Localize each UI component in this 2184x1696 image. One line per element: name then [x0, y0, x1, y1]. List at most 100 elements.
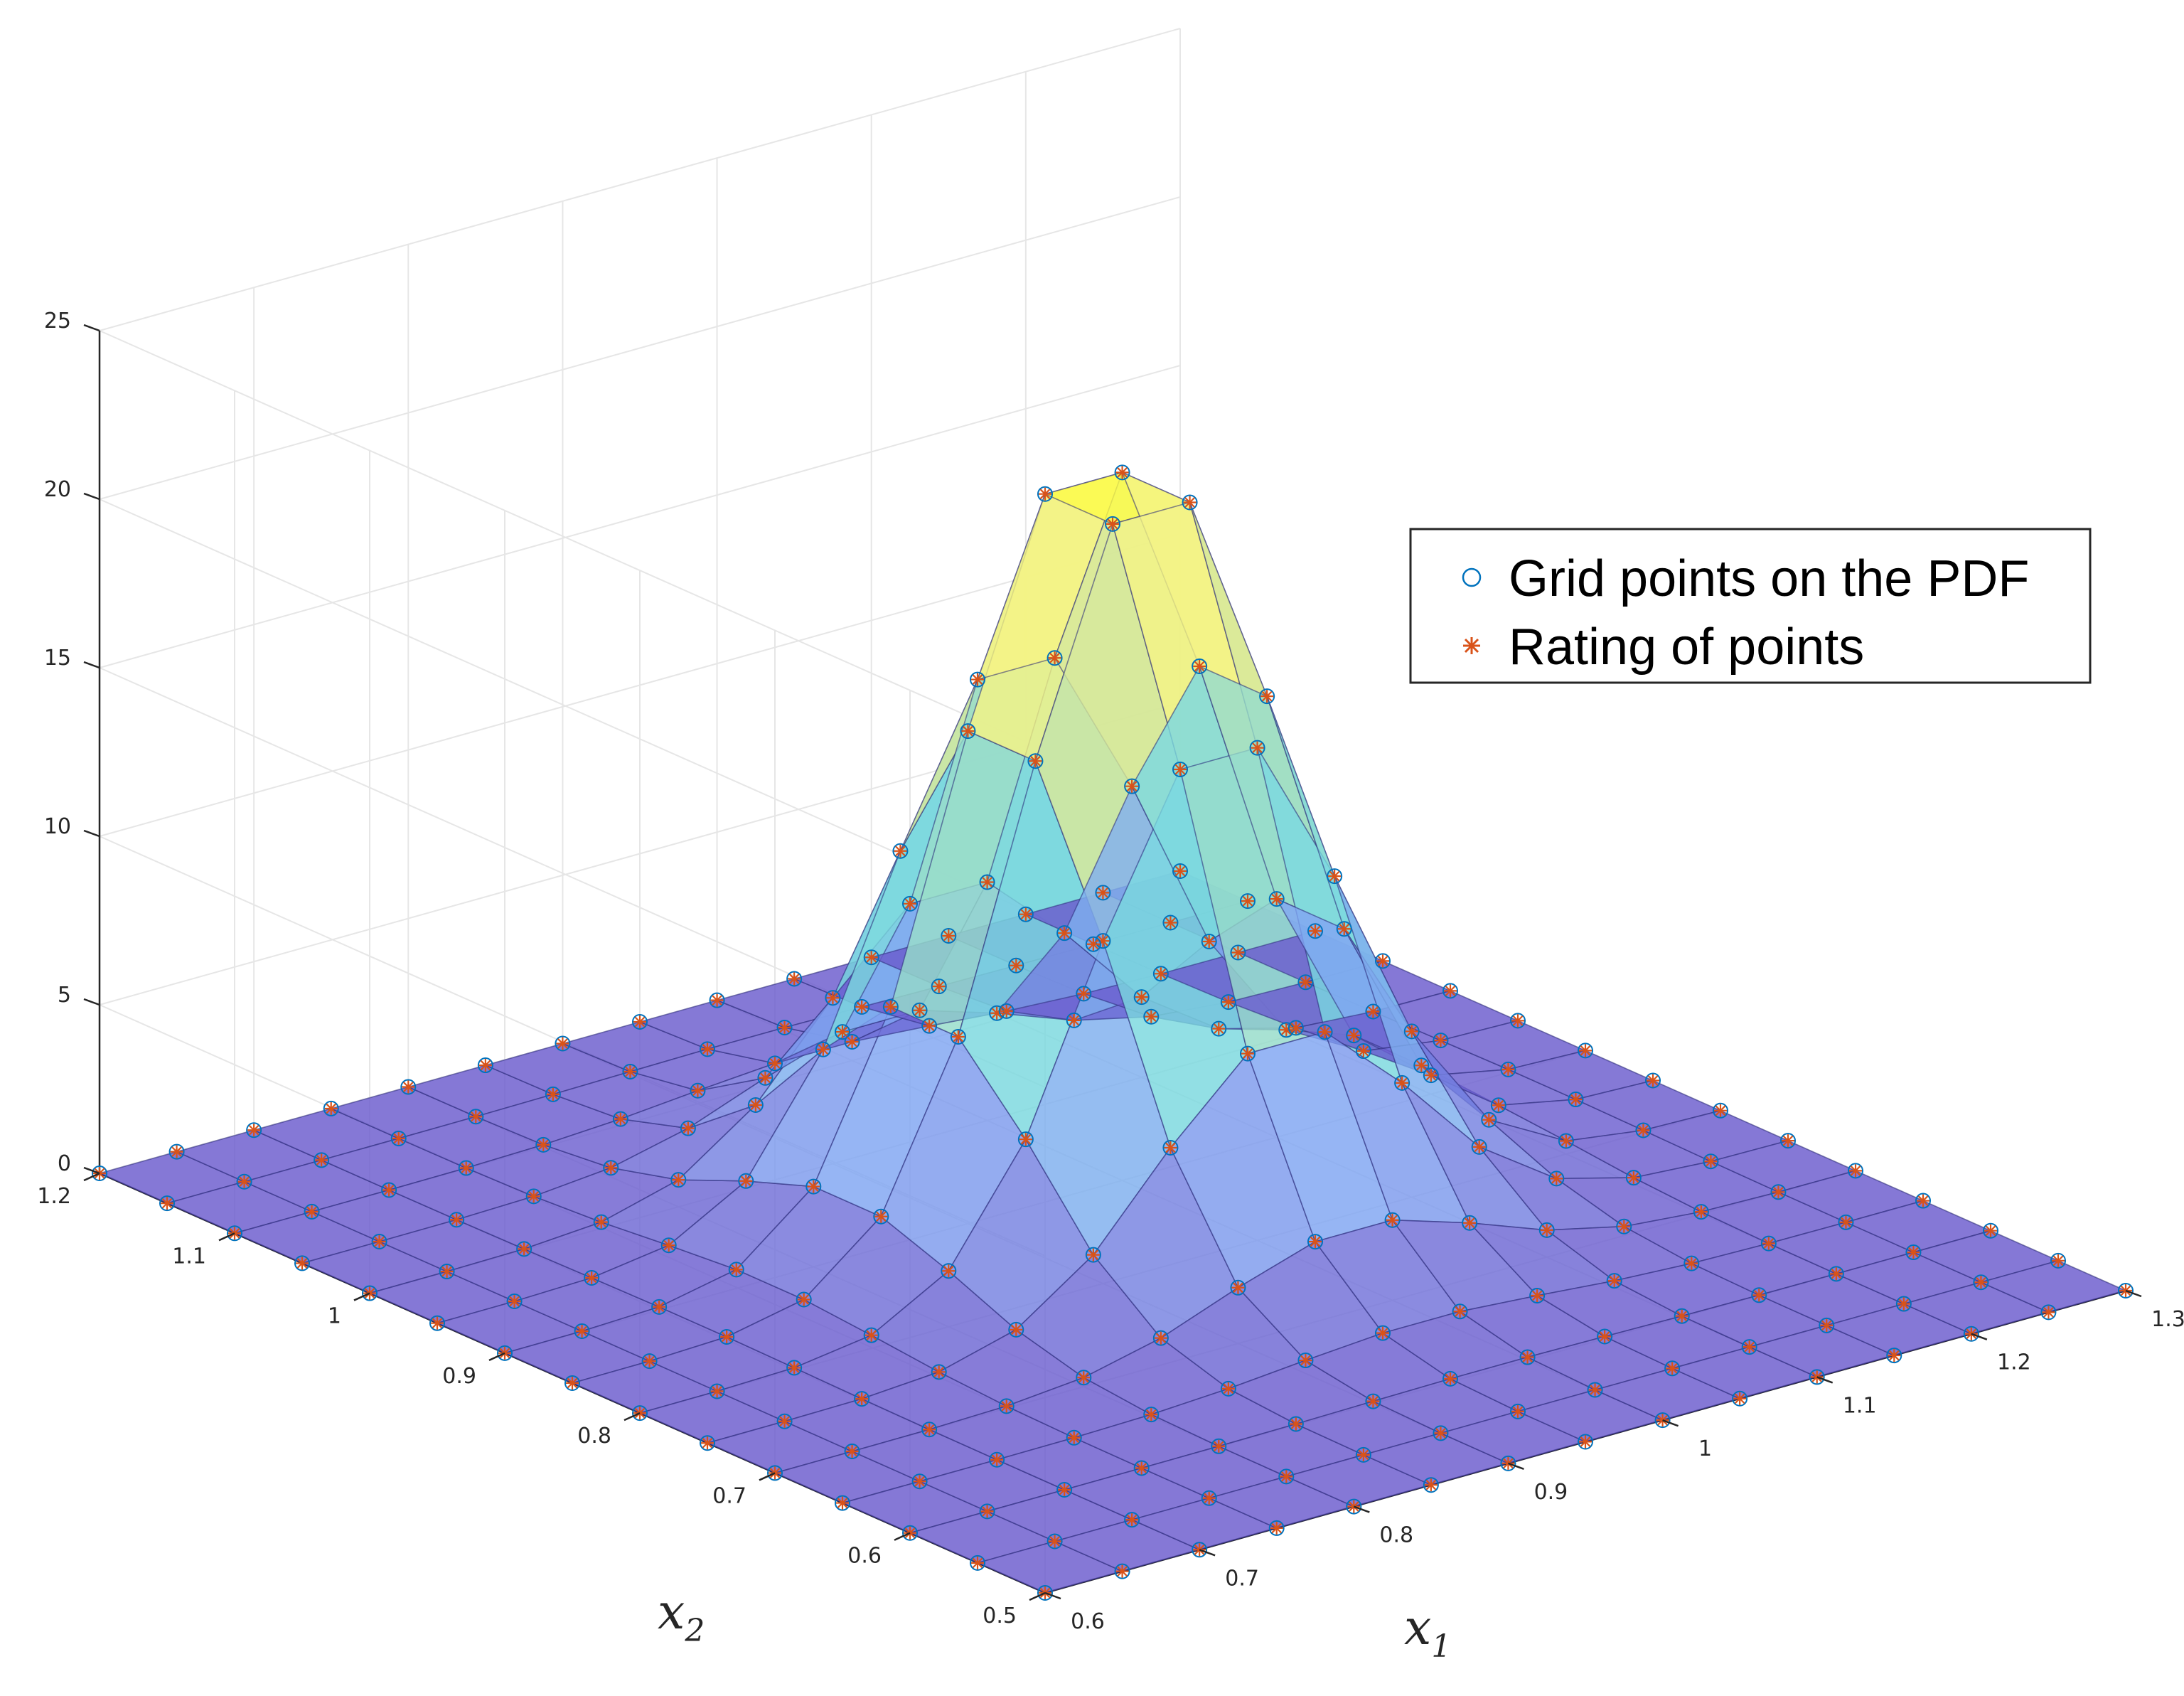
- grid-point-circle: [1230, 944, 1246, 961]
- grid-point-circle: [1355, 1446, 1371, 1463]
- grid-point-circle: [1307, 923, 1323, 939]
- grid-point-circle: [1143, 1407, 1160, 1423]
- rating-asterisk: [1675, 1309, 1688, 1323]
- rating-asterisk: [942, 929, 956, 943]
- x2-tick-label: 1.2: [37, 1184, 71, 1209]
- grid-point-circle: [1133, 1460, 1150, 1476]
- rating-asterisk: [1820, 1318, 1834, 1332]
- grid-point-circle: [1895, 1296, 1912, 1312]
- grid-point-circle: [651, 1298, 668, 1315]
- rating-asterisk: [710, 1385, 724, 1398]
- rating-asterisk: [2052, 1254, 2065, 1267]
- rating-asterisk: [1810, 1370, 1824, 1384]
- grid-point-circle: [1211, 1020, 1227, 1037]
- z-tick-label: 20: [44, 477, 71, 502]
- grid-point-circle: [1645, 1072, 1661, 1089]
- grid-point-circle: [400, 1079, 417, 1095]
- rating-asterisk: [1376, 1326, 1389, 1340]
- grid-point-circle: [1162, 1139, 1179, 1156]
- rating-asterisk: [691, 1084, 705, 1097]
- rating-asterisk: [1762, 1237, 1775, 1250]
- rating-asterisk: [729, 1263, 743, 1276]
- grid-point-circle: [892, 843, 909, 859]
- grid-point-circle: [468, 1109, 484, 1125]
- x2-tick-label: 0.8: [577, 1424, 611, 1449]
- rating-asterisk: [1714, 1104, 1727, 1117]
- legend-asterisk-marker: [1463, 637, 1480, 654]
- grid-point-circle: [1490, 1097, 1506, 1114]
- rating-asterisk: [585, 1271, 599, 1285]
- rating-asterisk: [623, 1065, 637, 1079]
- grid-point-circle: [1568, 1092, 1584, 1108]
- x2-tick-label: 0.7: [712, 1483, 746, 1508]
- rating-asterisk: [161, 1197, 173, 1210]
- grid-point-circle: [1027, 753, 1044, 769]
- rating-asterisk: [1434, 1426, 1447, 1440]
- rating-asterisk: [1039, 487, 1051, 501]
- grid-point-circle: [1500, 1061, 1516, 1077]
- grid-point-circle: [1268, 1520, 1285, 1536]
- grid-point-circle: [1288, 1020, 1304, 1036]
- grid-point-circle: [1471, 1138, 1487, 1155]
- x1-axis-label: x1: [1404, 1600, 1451, 1665]
- rating-asterisk: [904, 897, 916, 910]
- x2-tick: [353, 1292, 370, 1301]
- grid-point-circle: [1095, 885, 1111, 901]
- rating-asterisk: [894, 844, 907, 858]
- grid-point-circle: [1152, 966, 1169, 982]
- rating-asterisk: [1221, 996, 1235, 1009]
- rating-asterisk: [739, 1174, 753, 1188]
- rating-asterisk: [1453, 1305, 1467, 1318]
- grid-point-circle: [1076, 986, 1092, 1002]
- grid-point-circle: [1423, 1067, 1439, 1084]
- rating-asterisk: [1154, 1331, 1167, 1345]
- grid-point-circle: [776, 1413, 793, 1429]
- rating-asterisk: [1115, 466, 1129, 479]
- grid-point-circle: [1297, 974, 1314, 991]
- grid-point-circle: [1510, 1013, 1526, 1029]
- grid-point-circle: [844, 1034, 860, 1050]
- grid-point-circle: [381, 1182, 397, 1198]
- grid-point-circle: [911, 1473, 928, 1490]
- rating-asterisk: [836, 1025, 849, 1039]
- x1-tick-label: 0.7: [1225, 1566, 1259, 1591]
- rating-asterisk: [1270, 892, 1283, 906]
- grid-point-circle: [1220, 1380, 1236, 1397]
- grid-point-circle: [767, 1465, 783, 1481]
- rating-asterisk: [315, 1153, 328, 1167]
- rating-asterisk: [450, 1213, 464, 1227]
- rating-asterisk: [1309, 924, 1322, 938]
- rating-asterisk: [1482, 1113, 1496, 1126]
- rating-asterisk: [1356, 1448, 1370, 1461]
- grid-point-circle: [1519, 1349, 1536, 1365]
- rating-asterisk: [1540, 1223, 1553, 1237]
- rating-asterisk: [1588, 1383, 1602, 1397]
- x1-tick-label: 1.3: [2151, 1307, 2184, 1332]
- grid-point-circle: [2040, 1304, 2057, 1321]
- rating-asterisk: [1145, 1408, 1158, 1422]
- grid-point-circle: [1809, 1369, 1825, 1385]
- grid-point-circle: [1684, 1255, 1700, 1271]
- rating-asterisk: [1318, 1025, 1332, 1039]
- grid-point-circle: [584, 1270, 600, 1286]
- grid-point-circle: [323, 1100, 339, 1116]
- legend-box: [1409, 528, 2092, 684]
- rating-asterisk: [932, 980, 946, 993]
- x2-tick: [218, 1232, 235, 1242]
- rating-asterisk: [1579, 1435, 1592, 1449]
- rating-asterisk: [1772, 1185, 1785, 1199]
- z-tick: [83, 661, 100, 669]
- rating-asterisk: [923, 1423, 936, 1436]
- grid-point-circle: [227, 1225, 242, 1242]
- rating-asterisk: [1202, 1491, 1216, 1505]
- rating-asterisk: [228, 1227, 241, 1240]
- grid-point-circle: [477, 1057, 493, 1074]
- rating-asterisk: [1048, 1535, 1061, 1548]
- rating-asterisk: [913, 1475, 926, 1488]
- rating-asterisk: [1086, 937, 1100, 951]
- rating-asterisk: [1617, 1220, 1631, 1233]
- x2-tick-label: 0.6: [847, 1544, 882, 1569]
- rating-asterisk: [778, 1020, 791, 1034]
- grid-point-circle: [1211, 1438, 1227, 1454]
- rating-asterisk: [1135, 991, 1148, 1004]
